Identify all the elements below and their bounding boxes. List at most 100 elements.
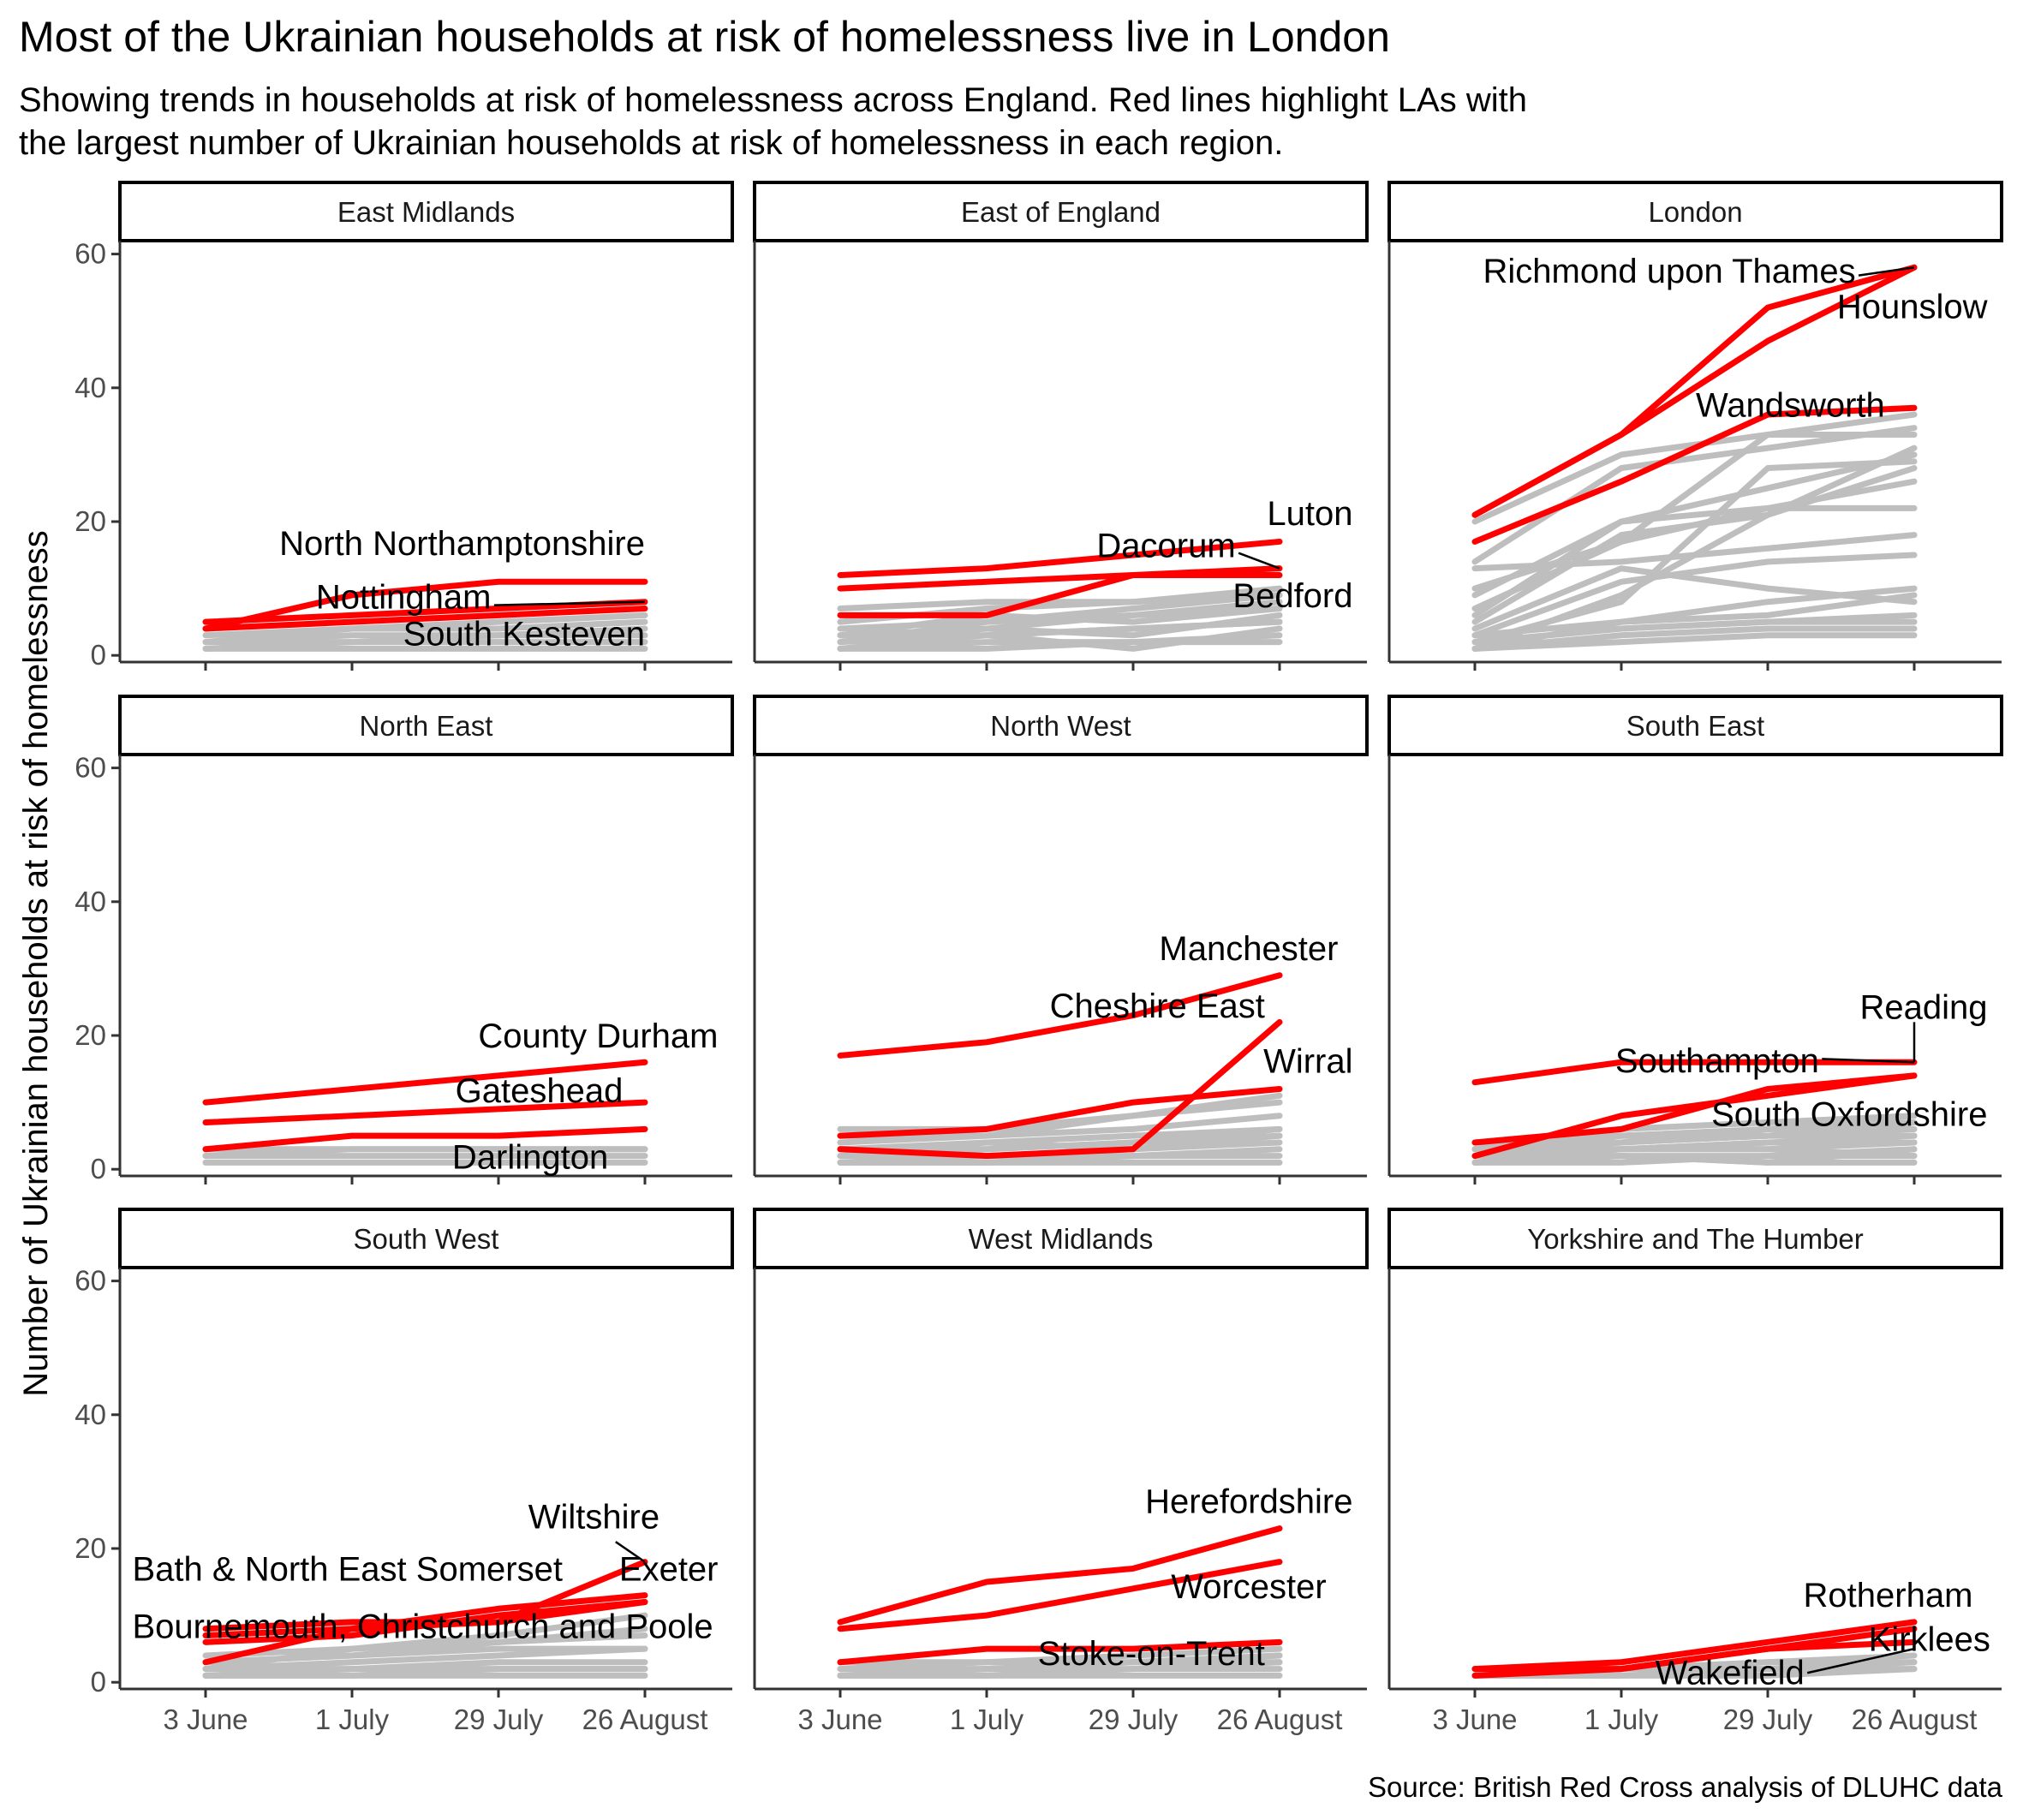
highlight-line-bedford	[837, 571, 1283, 618]
other-la-line	[1471, 592, 1918, 639]
x-tick-label: 29 July	[1089, 1704, 1179, 1735]
other-la-line	[202, 625, 648, 646]
series-label-luton: Luton	[1267, 495, 1352, 533]
panel-west-midlands: West Midlands 3 June 1 July 29 July 26 Augus…	[753, 1208, 1369, 1735]
other-la-line	[202, 1659, 648, 1679]
facet-strip-label: London	[1648, 196, 1742, 228]
series-label-county-durham: County Durham	[478, 1017, 718, 1055]
x-tick-label: 26 August	[1217, 1704, 1343, 1735]
series-lines	[837, 538, 1283, 652]
facet-strip	[1387, 181, 2003, 242]
y-tick-label: 20	[75, 1019, 106, 1051]
series-label-bath-north-east-somerset: Bath & North East Somerset	[133, 1550, 563, 1588]
series-label-stoke-on-trent: Stoke-on-Trent	[1038, 1635, 1265, 1673]
other-la-line	[837, 1645, 1283, 1666]
facet-strip	[118, 1208, 734, 1269]
highlight-line-hounslow	[1471, 264, 1918, 518]
other-la-line	[202, 612, 648, 639]
series-lines	[1471, 1619, 1918, 1679]
facet-strip-label: West Midlands	[969, 1223, 1154, 1255]
facet-strip	[1387, 695, 2003, 756]
other-la-line	[202, 1612, 648, 1673]
series-label-cheshire-east: Cheshire East	[1050, 988, 1265, 1025]
other-la-line	[837, 606, 1283, 639]
series-lines	[202, 578, 648, 652]
x-tick-label: 1 July	[1584, 1704, 1659, 1735]
highlight-line-wakefield	[1471, 1638, 1918, 1679]
highlight-line-exeter	[202, 1592, 648, 1639]
panel-east-of-england: East of England Luton Dacorum Bedford	[753, 181, 1369, 671]
series-label-wiltshire: Wiltshire	[528, 1499, 659, 1537]
highlight-line-bournemouth-christchurch-and-poole	[202, 1598, 648, 1666]
facet-strip	[1387, 1208, 2003, 1269]
facet-strip	[118, 181, 734, 242]
series-label-bedford: Bedford	[1232, 577, 1352, 615]
other-la-line	[837, 1092, 1283, 1132]
other-la-line	[1471, 1666, 1918, 1679]
highlight-line-gateshead	[202, 1099, 648, 1126]
series-lines	[837, 1525, 1283, 1679]
label-leader-line	[1822, 1058, 1915, 1064]
highlight-line-rotherham	[1471, 1619, 1918, 1673]
other-la-line	[202, 618, 648, 646]
x-tick-label: 1 July	[315, 1704, 390, 1735]
other-la-line	[1471, 1153, 1918, 1166]
series-label-dacorum: Dacorum	[1096, 527, 1235, 564]
other-la-line	[202, 1645, 648, 1673]
label-leader-line	[1858, 266, 1915, 277]
highlight-line-reading	[1471, 1059, 1918, 1086]
y-tick-label: 0	[91, 1666, 106, 1698]
highlight-line-wirral	[837, 1018, 1283, 1160]
other-la-line	[837, 1659, 1283, 1679]
other-la-line	[837, 618, 1283, 639]
highlight-line-south-kesteven	[202, 606, 648, 632]
y-tick-label: 60	[75, 1265, 106, 1297]
highlight-line-cheshire-east	[837, 1085, 1283, 1139]
x-tick-label: 26 August	[582, 1704, 708, 1735]
y-tick-label: 40	[75, 1399, 106, 1430]
x-tick-label: 1 July	[950, 1704, 1024, 1735]
other-la-line	[1471, 618, 1918, 646]
facet-strip	[753, 1208, 1369, 1269]
panels: East Midlands 0 20 40 60 North Northamptonshi…	[75, 181, 2003, 1735]
other-la-line	[202, 1632, 648, 1659]
panel-yorkshire-and-the-humber: Yorkshire and The Humber 3 June 1 July 29 J…	[1387, 1208, 2003, 1735]
series-label-kirklees: Kirklees	[1869, 1620, 1990, 1658]
y-tick-label: 60	[75, 752, 106, 784]
series-lines	[202, 1559, 648, 1679]
series-lines	[202, 1059, 648, 1166]
series-label-south-kesteven: South Kesteven	[403, 615, 645, 653]
series-label-rotherham: Rotherham	[1804, 1577, 1973, 1614]
series-lines	[1471, 1059, 1918, 1166]
other-la-line	[837, 1099, 1283, 1146]
other-la-line	[1471, 1119, 1918, 1146]
series-label-south-oxfordshire: South Oxfordshire	[1711, 1095, 1987, 1133]
series-lines	[837, 972, 1283, 1166]
other-la-line	[1471, 632, 1918, 652]
highlight-line-county-durham	[202, 1059, 648, 1106]
other-la-line	[837, 585, 1283, 612]
label-leader-line	[1806, 1647, 1915, 1674]
series-label-darlington: Darlington	[452, 1138, 608, 1176]
other-la-line	[1471, 504, 1918, 599]
highlight-line-south-oxfordshire	[1471, 1072, 1918, 1160]
other-la-line	[202, 632, 648, 646]
series-lines	[1471, 264, 1918, 652]
other-la-line	[1471, 465, 1918, 652]
panel-south-east: South East Reading Southampton South Oxford…	[1387, 695, 2003, 1184]
facet-strip	[753, 695, 1369, 756]
label-leader-line	[1238, 552, 1280, 570]
panel-south-west: South West 0 20 40 60 3 June 1 July 29 July 26 A…	[75, 1208, 734, 1735]
other-la-line	[1471, 1125, 1918, 1160]
x-tick-label: 29 July	[1723, 1704, 1813, 1735]
other-la-line	[837, 639, 1283, 652]
highlight-line-dacorum	[837, 565, 1283, 592]
panel-north-east: North East 0 20 40 60 County Durham Gateshead D…	[75, 695, 734, 1184]
series-label-worcester: Worcester	[1171, 1568, 1327, 1606]
x-tick-label: 29 July	[454, 1704, 544, 1735]
x-tick-label: 3 June	[163, 1704, 248, 1735]
facet-strip-label: South West	[354, 1223, 499, 1255]
facet-strip-label: North East	[360, 710, 493, 742]
